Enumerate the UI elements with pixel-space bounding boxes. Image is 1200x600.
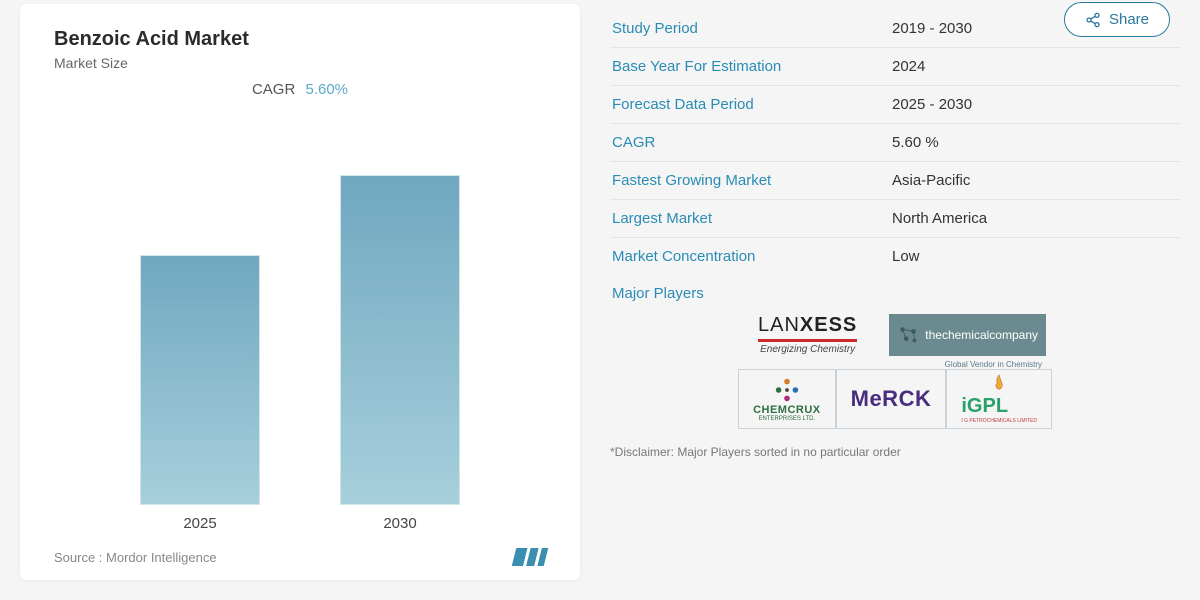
info-label: CAGR [612,134,892,151]
bar-wrap: 2030 [340,175,460,532]
logo-chemical-company: thechemicalcompany Global Vendor in Chem… [889,314,1046,356]
chemcrux-sub: ENTERPRISES LTD. [759,416,816,422]
flame-icon [993,374,1005,391]
info-label: Largest Market [612,210,892,227]
bar-label: 2030 [383,515,416,532]
igpl-sub: I G PETROCHEMICALS LIMITED [961,418,1037,424]
info-label: Fastest Growing Market [612,172,892,189]
info-row: Market ConcentrationLow [610,238,1180,275]
share-button[interactable]: Share [1064,2,1170,37]
tcc-name: thechemicalcompany [925,328,1038,342]
info-label: Base Year For Estimation [612,58,892,75]
lanxess-tagline: Energizing Chemistry [760,344,855,355]
chart-subtitle: Market Size [54,55,546,71]
lanxess-bar-icon [758,339,857,342]
bar [340,175,460,505]
disclaimer-text: *Disclaimer: Major Players sorted in no … [610,445,1180,459]
cagr-value: 5.60% [305,81,348,98]
info-row: Base Year For Estimation2024 [610,48,1180,86]
source-label: Source : Mordor Intelligence [54,550,217,565]
tcc-sub: Global Vendor in Chemistry [945,360,1042,369]
logo-merck: MeRCK [836,369,947,429]
info-value: 2025 - 2030 [892,96,972,113]
info-panel: Study Period2019 - 2030 Base Year For Est… [610,10,1180,580]
chart-cagr-line: CAGR 5.60% [54,81,546,98]
logo-igpl: iGPL I G PETROCHEMICALS LIMITED [946,369,1052,429]
info-value: 5.60 % [892,134,939,151]
info-label: Forecast Data Period [612,96,892,113]
info-row: CAGR5.60 % [610,124,1180,162]
info-label: Market Concentration [612,248,892,265]
major-players-grid: LANXESS Energizing Chemistry thechemical… [610,310,1180,429]
cagr-label: CAGR [252,81,295,98]
info-value: North America [892,210,987,227]
bar-wrap: 2025 [140,255,260,532]
merck-wordmark: MeRCK [851,386,932,412]
info-row: Fastest Growing MarketAsia-Pacific [610,162,1180,200]
lanxess-wordmark: LANXESS [758,314,857,337]
info-value: 2019 - 2030 [892,20,972,37]
info-value: Low [892,248,920,265]
logo-chemcrux: CHEMCRUX ENTERPRISES LTD. [738,369,836,429]
info-row: Largest MarketNorth America [610,200,1180,238]
logo-lanxess: LANXESS Energizing Chemistry [744,310,871,359]
chemcrux-name: CHEMCRUX [753,404,821,416]
chart-card: Benzoic Acid Market Market Size CAGR 5.6… [20,4,580,580]
info-table: Study Period2019 - 2030 Base Year For Est… [610,10,1180,275]
share-label: Share [1109,11,1149,28]
share-icon [1085,12,1101,28]
info-value: Asia-Pacific [892,172,970,189]
bar [140,255,260,505]
bar-label: 2025 [183,515,216,532]
molecule-icon [897,324,919,346]
chart-title: Benzoic Acid Market [54,28,546,51]
chart-footer: Source : Mordor Intelligence [54,548,546,566]
chemcrux-icon [773,376,801,404]
igpl-name: iGPL [961,395,1037,418]
major-players-label: Major Players [610,275,1180,310]
info-row: Forecast Data Period2025 - 2030 [610,86,1180,124]
info-label: Study Period [612,20,892,37]
bar-chart: 2025 2030 [54,118,546,538]
mordor-logo-icon [512,548,548,566]
info-value: 2024 [892,58,925,75]
